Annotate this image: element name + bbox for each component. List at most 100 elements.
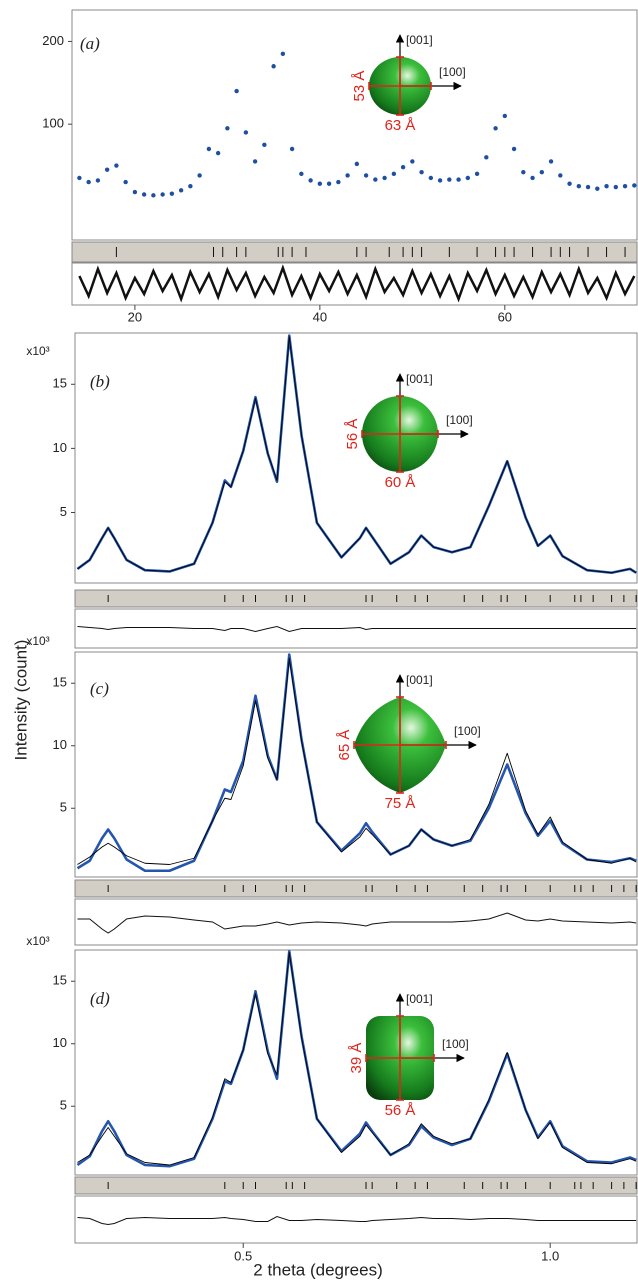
direction-label: [001] <box>406 372 433 386</box>
data-point <box>151 193 156 198</box>
data-point <box>289 146 295 152</box>
data-point <box>234 88 239 94</box>
data-point <box>410 159 415 164</box>
panel-label: (a) <box>80 34 100 53</box>
data-point <box>595 186 600 191</box>
data-point <box>428 175 434 181</box>
data-point <box>271 64 276 69</box>
y-axis-label: Intensity (count) <box>11 640 30 761</box>
plot-frame <box>71 9 638 241</box>
data-point <box>484 155 489 160</box>
data-point <box>141 192 147 197</box>
data-point <box>493 126 498 131</box>
data-point <box>474 171 480 177</box>
data-point <box>132 189 138 195</box>
difference-frame <box>74 1195 638 1244</box>
bragg-strip <box>71 241 638 263</box>
y-tick-label: 100 <box>42 116 64 131</box>
data-point <box>178 188 184 193</box>
data-point <box>382 175 387 181</box>
difference-curve <box>77 1215 637 1226</box>
panel-label: (d) <box>90 989 110 1008</box>
data-point <box>336 179 341 185</box>
data-point <box>160 192 165 197</box>
data-point <box>530 175 535 181</box>
y-tick-label: 5 <box>60 504 67 519</box>
data-point <box>215 150 221 156</box>
data-point <box>622 184 628 189</box>
data-point <box>465 175 471 181</box>
data-point <box>206 146 212 152</box>
x-tick-label: 60 <box>498 309 512 324</box>
data-point <box>521 169 526 175</box>
data-point <box>317 181 323 186</box>
data-point <box>456 177 461 182</box>
calculated-curve <box>77 336 637 574</box>
y-tick-label: 10 <box>53 1035 67 1050</box>
data-point <box>373 177 378 182</box>
y-multiplier: x10³ <box>26 344 49 358</box>
plot-frame <box>74 949 638 1176</box>
direction-label: [001] <box>406 673 433 687</box>
data-point <box>567 181 572 186</box>
data-point <box>419 169 424 175</box>
difference-curve <box>78 264 636 303</box>
observed-curve <box>76 334 637 575</box>
data-point <box>447 177 452 182</box>
data-point <box>391 171 397 177</box>
data-point <box>262 142 267 148</box>
height-label: 39 Å <box>348 1043 365 1074</box>
y-tick-label: 10 <box>53 440 67 455</box>
data-point <box>613 184 619 190</box>
direction-label: [100] <box>454 724 481 738</box>
x-tick-label: 0.5 <box>234 1248 252 1263</box>
data-point <box>252 159 258 164</box>
bragg-strip <box>74 589 638 608</box>
data-point <box>502 113 508 119</box>
data-point <box>188 184 193 189</box>
y-tick-label: 15 <box>53 973 67 988</box>
y-multiplier: x10³ <box>26 934 49 948</box>
direction-label: [100] <box>439 65 466 79</box>
plot-frame <box>74 651 638 878</box>
panel-label: (b) <box>90 372 110 391</box>
y-tick-label: 15 <box>53 376 67 391</box>
x-axis-label: 2 theta (degrees) <box>253 1260 382 1279</box>
data-point <box>86 179 91 185</box>
data-point <box>400 164 406 170</box>
data-point <box>576 184 582 189</box>
data-point <box>280 51 286 57</box>
x-tick-label: 20 <box>128 309 142 324</box>
direction-label: [001] <box>406 33 433 47</box>
data-point <box>114 163 119 168</box>
difference-frame <box>71 262 638 306</box>
bragg-strip <box>74 1176 638 1195</box>
bragg-strip <box>74 879 638 898</box>
data-point <box>308 178 313 183</box>
data-point <box>539 169 545 175</box>
direction-label: [001] <box>406 992 433 1006</box>
y-tick-label: 5 <box>60 800 67 815</box>
data-point <box>326 181 332 186</box>
plot-frame <box>74 332 638 584</box>
data-point <box>95 178 101 183</box>
data-point <box>299 171 304 177</box>
x-tick-label: 1.0 <box>541 1248 559 1263</box>
data-point <box>77 175 82 181</box>
panel-label: (c) <box>90 679 109 698</box>
data-point <box>437 178 443 183</box>
difference-frame <box>74 898 638 946</box>
width-label: 56 Å <box>385 1102 416 1119</box>
data-point <box>225 126 230 131</box>
calculated-curve <box>77 657 637 865</box>
direction-label: [100] <box>442 1037 469 1051</box>
data-point <box>345 173 350 178</box>
data-point <box>104 167 110 172</box>
width-label: 60 Å <box>385 474 416 491</box>
width-label: 75 Å <box>385 795 416 812</box>
x-tick-label: 40 <box>313 309 327 324</box>
y-tick-label: 200 <box>42 33 64 48</box>
height-label: 53 Å <box>351 71 368 102</box>
